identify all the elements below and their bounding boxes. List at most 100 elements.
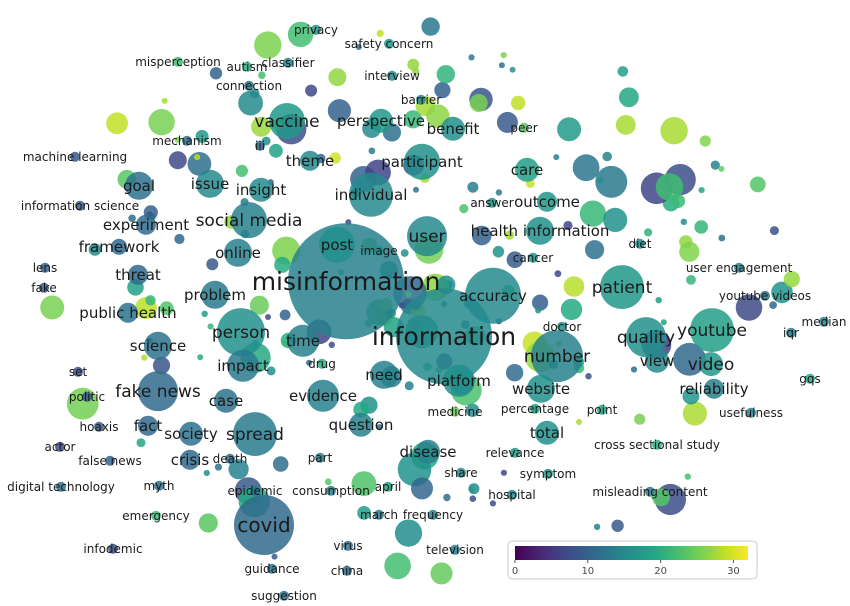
term-bubble-need[interactable]: [370, 360, 398, 389]
term-bubble-television[interactable]: [450, 544, 460, 555]
term-bubble-information[interactable]: [396, 288, 492, 385]
term-bubble-issue[interactable]: [196, 169, 224, 198]
term-label-user-engagement[interactable]: user engagement: [686, 261, 793, 275]
term-bubble-covid[interactable]: [234, 495, 294, 555]
term-label-time[interactable]: time: [286, 332, 320, 350]
term-bubble-mechanism[interactable]: [182, 135, 192, 146]
term-bubble-iqr[interactable]: [786, 327, 796, 338]
term-bubble-platform[interactable]: [443, 364, 475, 397]
term-label-problem[interactable]: problem: [184, 286, 246, 304]
term-label-frequency[interactable]: frequency: [403, 508, 463, 522]
term-bubble-autism[interactable]: [242, 61, 252, 72]
term-bubble-median[interactable]: [819, 316, 829, 327]
term-label-covid[interactable]: covid: [237, 513, 290, 537]
term-label-television[interactable]: television: [426, 543, 484, 557]
term-bubble-participant[interactable]: [404, 143, 440, 180]
term-bubble-vaccine[interactable]: [269, 103, 305, 139]
term-label-website[interactable]: website: [512, 380, 570, 398]
term-bubble-answer[interactable]: [487, 197, 497, 208]
term-bubble-patient[interactable]: [600, 265, 644, 310]
term-bubble-image[interactable]: [374, 245, 384, 256]
term-label-accuracy[interactable]: accuracy: [459, 287, 527, 305]
term-label-disease[interactable]: disease: [400, 443, 457, 461]
term-label-privacy[interactable]: privacy: [294, 23, 338, 37]
term-bubble-perspective[interactable]: [369, 108, 393, 133]
term-bubble-death[interactable]: [225, 453, 235, 464]
term-bubble-total[interactable]: [535, 420, 559, 445]
term-bubble-lens[interactable]: [40, 262, 50, 273]
term-label-total[interactable]: total: [530, 424, 564, 442]
term-bubble-april[interactable]: [383, 481, 393, 492]
term-bubble-emergency[interactable]: [151, 510, 161, 521]
term-bubble-number[interactable]: [531, 330, 583, 383]
term-label-symptom[interactable]: symptom: [520, 467, 576, 481]
term-label-youtube-videos[interactable]: youtube videos: [719, 289, 811, 303]
term-bubble-individual[interactable]: [349, 172, 393, 217]
term-bubble-time[interactable]: [287, 324, 319, 357]
term-label-science[interactable]: science: [130, 337, 186, 355]
term-label-hospital[interactable]: hospital: [488, 488, 536, 502]
term-label-quality[interactable]: quality: [617, 328, 675, 348]
term-label-fact[interactable]: fact: [134, 417, 163, 435]
term-bubble-user-engagement[interactable]: [734, 262, 744, 273]
term-label-goal[interactable]: goal: [123, 177, 155, 195]
term-bubble-march[interactable]: [374, 509, 384, 520]
term-bubble-question[interactable]: [349, 412, 373, 437]
term-bubble-politic[interactable]: [82, 391, 92, 402]
term-label-benefit[interactable]: benefit: [427, 120, 480, 138]
term-bubble-peer[interactable]: [519, 122, 529, 133]
term-label-youtube[interactable]: youtube: [677, 321, 747, 341]
term-label-misleading-content[interactable]: misleading content: [592, 485, 708, 499]
term-label-insight[interactable]: insight: [236, 181, 287, 199]
term-label-drug[interactable]: drug: [308, 357, 336, 371]
term-label-medicine[interactable]: medicine: [428, 405, 483, 419]
term-bubble-case[interactable]: [214, 388, 238, 413]
term-label-patient[interactable]: patient: [592, 278, 653, 298]
term-label-interview[interactable]: interview: [364, 69, 420, 83]
term-label-death[interactable]: death: [213, 452, 248, 466]
term-bubble-machine-learning[interactable]: [70, 151, 80, 162]
term-bubble-care[interactable]: [515, 157, 539, 182]
term-bubble-disease[interactable]: [416, 439, 440, 464]
term-label-vaccine[interactable]: vaccine: [254, 112, 319, 132]
term-bubble-cancer[interactable]: [528, 252, 538, 263]
term-bubble-gqs[interactable]: [805, 373, 815, 384]
term-bubble-video[interactable]: [699, 352, 723, 377]
term-bubble-medicine[interactable]: [450, 406, 460, 417]
term-bubble-threat[interactable]: [128, 264, 148, 285]
term-bubble-accuracy[interactable]: [465, 267, 521, 324]
term-label-person[interactable]: person: [212, 323, 270, 343]
term-bubble-impact[interactable]: [227, 349, 259, 382]
term-bubble-experiment[interactable]: [136, 214, 156, 235]
term-bubble-privacy[interactable]: [311, 24, 321, 35]
term-bubble-fake[interactable]: [39, 282, 49, 293]
term-bubble-framework[interactable]: [111, 238, 127, 255]
term-label-care[interactable]: care: [511, 161, 544, 179]
term-bubble-public-health[interactable]: [118, 302, 138, 323]
term-label-public-health[interactable]: public health: [79, 304, 176, 322]
term-bubble-problem[interactable]: [201, 280, 229, 309]
term-label-infodemic[interactable]: infodemic: [83, 542, 142, 556]
term-label-point[interactable]: point: [587, 403, 618, 417]
term-label-participant[interactable]: participant: [381, 153, 463, 171]
term-label-crisis[interactable]: crisis: [171, 451, 210, 469]
term-bubble-misleading-content[interactable]: [645, 486, 655, 497]
term-label-iqr[interactable]: iqr: [783, 326, 799, 340]
term-label-answer[interactable]: answer: [470, 196, 513, 210]
term-bubble-social-media[interactable]: [231, 202, 267, 239]
term-bubble-evidence[interactable]: [307, 379, 339, 412]
term-label-user[interactable]: user: [408, 227, 445, 247]
term-label-post[interactable]: post: [321, 236, 354, 254]
term-bubble-china[interactable]: [342, 565, 352, 576]
term-bubble-insight[interactable]: [249, 177, 273, 202]
term-label-health-information[interactable]: health information: [471, 222, 610, 240]
term-bubble-outcome[interactable]: [537, 191, 557, 212]
term-label-social-media[interactable]: social media: [196, 211, 303, 231]
term-label-median[interactable]: median: [802, 315, 847, 329]
term-label-march[interactable]: march: [360, 508, 398, 522]
term-label-share[interactable]: share: [444, 466, 477, 480]
term-bubble-fake-news[interactable]: [138, 371, 178, 412]
term-label-hoaxis[interactable]: hoaxis: [80, 420, 119, 434]
term-bubble-suggestion[interactable]: [279, 590, 289, 601]
term-label-view[interactable]: view: [640, 352, 675, 370]
